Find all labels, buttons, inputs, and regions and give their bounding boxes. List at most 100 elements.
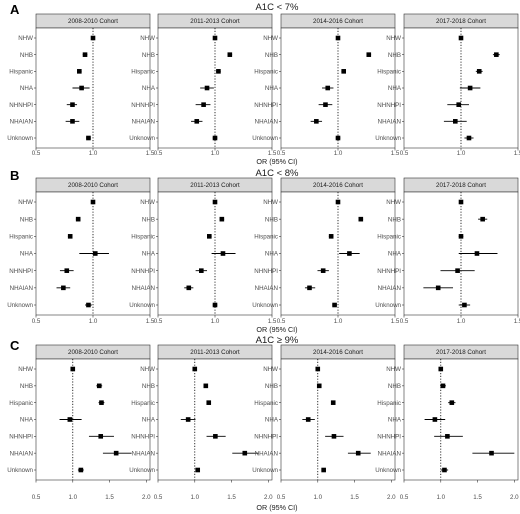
odds-ratio-point xyxy=(213,434,218,439)
odds-ratio-point xyxy=(347,251,352,256)
odds-ratio-point xyxy=(79,85,84,91)
odds-ratio-point xyxy=(98,434,104,439)
x-tick-label: 1.0 xyxy=(334,150,343,157)
x-tick-label: 1.0 xyxy=(334,318,343,325)
x-tick-label: 1.5 xyxy=(268,150,277,157)
odds-ratio-point xyxy=(82,52,88,57)
x-tick-label: 1.0 xyxy=(89,150,98,157)
x-tick-label: 1.5 xyxy=(105,494,114,501)
odds-ratio-point xyxy=(462,302,467,308)
category-label: Hispanic xyxy=(131,69,155,76)
facet-strip-label: 2014-2016 Cohort xyxy=(313,182,363,189)
odds-ratio-point xyxy=(458,35,464,41)
odds-ratio-point xyxy=(432,417,438,422)
odds-ratio-point xyxy=(476,69,482,74)
category-label: NHNHPI xyxy=(254,102,278,109)
odds-ratio-point xyxy=(366,52,372,57)
category-label: NHA xyxy=(142,85,156,92)
panel-letter-C: C xyxy=(10,338,20,353)
odds-ratio-point xyxy=(242,450,248,456)
odds-ratio-point xyxy=(219,216,225,222)
category-label: Unknown xyxy=(129,302,155,309)
panel-title-B: A1C < 8% xyxy=(255,168,299,179)
x-tick-label: 0.5 xyxy=(154,150,163,157)
category-label: NHW xyxy=(386,35,401,42)
category-label: NHB xyxy=(388,216,401,223)
category-label: NHNHPI xyxy=(9,102,33,109)
odds-ratio-point xyxy=(64,268,70,273)
x-tick-label: 2.0 xyxy=(142,494,151,501)
x-tick-label: 2.0 xyxy=(387,494,396,501)
category-label: Hispanic xyxy=(9,69,33,76)
category-label: Hispanic xyxy=(377,69,401,76)
x-tick-label: 1.5 xyxy=(514,150,520,157)
odds-ratio-point xyxy=(194,119,200,124)
x-tick-label: 0.5 xyxy=(277,494,286,501)
category-label: Unknown xyxy=(252,302,278,309)
odds-ratio-point xyxy=(325,85,331,91)
facet-strip-label: 2017-2018 Cohort xyxy=(436,349,486,356)
facet-plot-area xyxy=(280,358,396,481)
odds-ratio-point xyxy=(442,467,447,473)
odds-ratio-point xyxy=(67,417,73,422)
category-label: Unknown xyxy=(375,135,401,142)
odds-ratio-point xyxy=(474,251,480,256)
facet-strip-label: 2011-2013 Cohort xyxy=(190,349,240,356)
category-label: NHAIAN xyxy=(132,450,155,457)
category-label: NHNHPI xyxy=(254,434,278,441)
odds-ratio-point xyxy=(70,366,76,372)
odds-ratio-point xyxy=(458,199,464,205)
category-label: Hispanic xyxy=(377,400,401,407)
category-label: NHNHPI xyxy=(377,102,401,109)
category-label: NHW xyxy=(386,199,401,206)
x-tick-label: 1.5 xyxy=(391,318,400,325)
x-tick-label: 1.0 xyxy=(68,494,77,501)
odds-ratio-point xyxy=(78,467,84,473)
x-tick-label: 0.5 xyxy=(400,150,409,157)
category-label: NHB xyxy=(265,383,278,390)
odds-ratio-point xyxy=(453,119,458,124)
odds-ratio-point xyxy=(216,69,221,74)
x-tick-label: 1.0 xyxy=(211,150,220,157)
odds-ratio-point xyxy=(207,234,212,239)
category-label: Unknown xyxy=(252,135,278,142)
odds-ratio-point xyxy=(466,135,472,141)
facet-strip-label: 2008-2010 Cohort xyxy=(68,18,118,25)
x-axis-title-A: OR (95% CI) xyxy=(256,157,297,166)
facet-plot-area xyxy=(403,358,519,481)
category-label: NHB xyxy=(388,52,401,59)
category-label: NHB xyxy=(20,383,33,390)
category-label: Unknown xyxy=(375,302,401,309)
category-label: NHW xyxy=(140,199,155,206)
x-tick-label: 1.5 xyxy=(146,318,155,325)
category-label: NHAIAN xyxy=(255,285,278,292)
x-axis-title-C: OR (95% CI) xyxy=(256,503,297,512)
odds-ratio-point xyxy=(330,400,336,405)
category-label: NHNHPI xyxy=(9,268,33,275)
odds-ratio-point xyxy=(70,119,75,124)
odds-ratio-point xyxy=(203,383,209,389)
category-label: NHA xyxy=(265,85,279,92)
category-label: Unknown xyxy=(129,467,155,474)
x-tick-label: 1.5 xyxy=(473,494,482,501)
odds-ratio-point xyxy=(328,234,334,239)
category-label: Unknown xyxy=(7,302,33,309)
odds-ratio-point xyxy=(480,216,485,222)
category-label: Unknown xyxy=(129,135,155,142)
x-tick-label: 1.0 xyxy=(457,150,466,157)
odds-ratio-point xyxy=(67,234,73,239)
odds-ratio-point xyxy=(438,366,444,372)
category-label: NHA xyxy=(388,417,402,424)
odds-ratio-point xyxy=(445,434,450,439)
category-label: NHA xyxy=(388,251,402,258)
facet-strip-label: 2017-2018 Cohort xyxy=(436,182,486,189)
x-tick-label: 1.5 xyxy=(391,150,400,157)
odds-ratio-point xyxy=(99,400,104,405)
category-label: NHW xyxy=(140,35,155,42)
category-label: NHNHPI xyxy=(131,434,155,441)
odds-ratio-point xyxy=(307,285,312,291)
category-label: NHW xyxy=(18,35,33,42)
odds-ratio-point xyxy=(467,85,473,91)
odds-ratio-point xyxy=(335,199,341,205)
